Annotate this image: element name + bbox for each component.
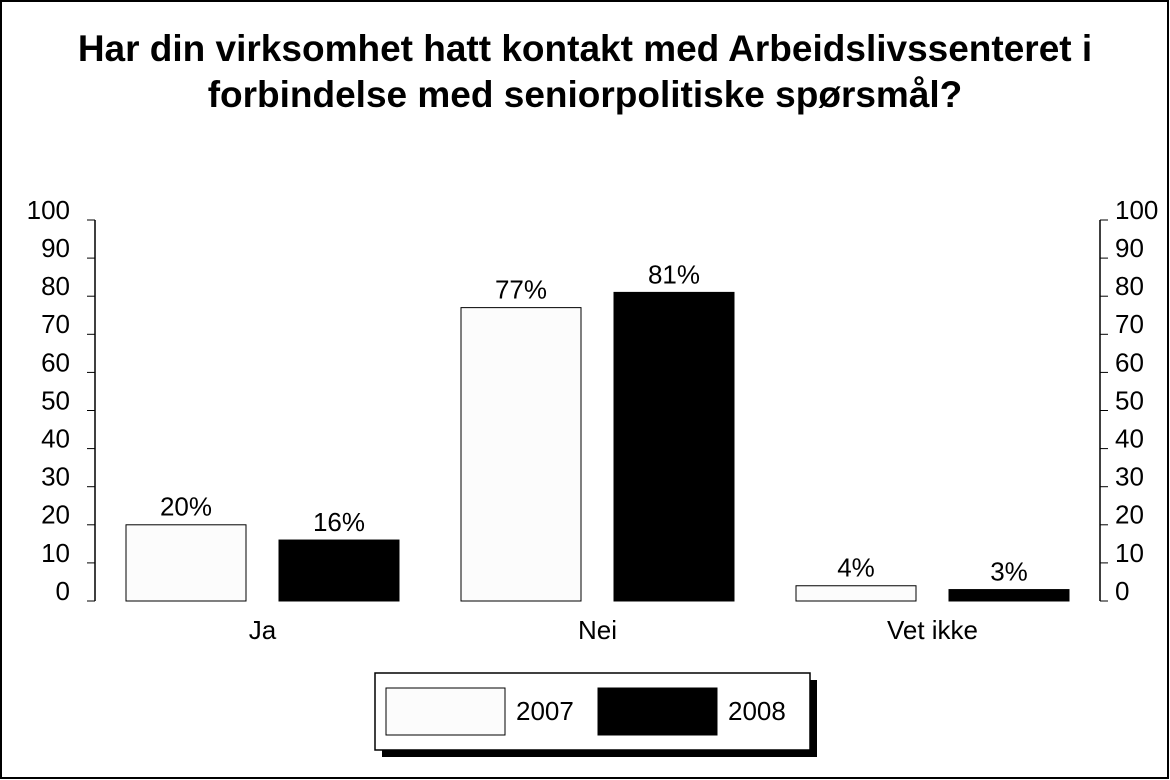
y-tick-label: 40: [41, 423, 70, 453]
bar: [125, 524, 247, 602]
y2-tick-label: 60: [1115, 347, 1144, 377]
y-tick-label: 60: [41, 347, 70, 377]
x-tick-label: Ja: [249, 615, 277, 645]
y-tick-label: 0: [56, 576, 70, 606]
x-tick-label: Nei: [578, 615, 617, 645]
y2-tick-label: 80: [1115, 271, 1144, 301]
legend-swatch: [597, 687, 718, 736]
legend-label: 2007: [516, 696, 574, 726]
bar: [613, 291, 735, 602]
value-label: 81%: [648, 259, 700, 289]
value-label: 3%: [990, 556, 1028, 586]
y-tick-label: 20: [41, 500, 70, 530]
x-tick-label: Vet ikke: [887, 615, 978, 645]
value-label: 20%: [160, 492, 212, 522]
y-tick-label: 50: [41, 385, 70, 415]
y-tick-label: 30: [41, 462, 70, 492]
bar: [948, 589, 1070, 602]
value-label: 4%: [837, 553, 875, 583]
y-tick-label: 10: [41, 538, 70, 568]
y2-tick-label: 10: [1115, 538, 1144, 568]
y-tick-label: 100: [27, 195, 70, 225]
legend-swatch: [385, 687, 506, 736]
y-tick-label: 70: [41, 309, 70, 339]
bar: [460, 307, 582, 602]
y2-tick-label: 40: [1115, 423, 1144, 453]
legend-label: 2008: [728, 696, 786, 726]
y-tick-label: 80: [41, 271, 70, 301]
y2-tick-label: 100: [1115, 195, 1158, 225]
y2-tick-label: 70: [1115, 309, 1144, 339]
value-label: 77%: [495, 275, 547, 305]
y2-tick-label: 50: [1115, 385, 1144, 415]
chart-title: Har din virksomhet hatt kontakt med Arbe…: [77, 28, 1093, 115]
bar: [795, 585, 917, 602]
bar: [278, 539, 400, 602]
value-label: 16%: [313, 507, 365, 537]
y-tick-label: 90: [41, 233, 70, 263]
y2-tick-label: 20: [1115, 500, 1144, 530]
y2-tick-label: 30: [1115, 462, 1144, 492]
y2-tick-label: 90: [1115, 233, 1144, 263]
y2-tick-label: 0: [1115, 576, 1129, 606]
